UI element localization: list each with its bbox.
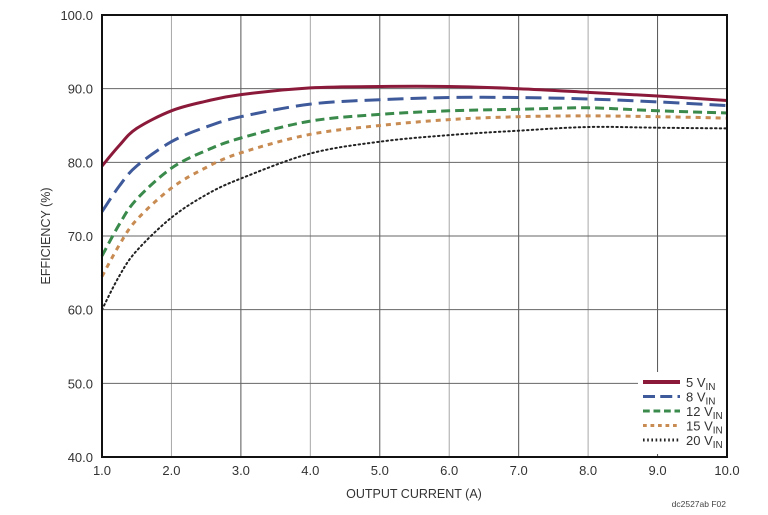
legend-label: 12 VIN bbox=[686, 404, 723, 422]
x-tick-label: 8.0 bbox=[579, 463, 597, 478]
series-line-15-vin bbox=[100, 114, 728, 278]
x-tick-label: 10.0 bbox=[714, 463, 739, 478]
y-tick-label: 60.0 bbox=[68, 303, 93, 318]
y-tick-label: 40.0 bbox=[68, 450, 93, 465]
legend-label: 8 VIN bbox=[686, 390, 716, 408]
x-tick-label: 6.0 bbox=[440, 463, 458, 478]
y-tick-label: 100.0 bbox=[60, 8, 93, 23]
y-axis-title: EFFICIENCY (%) bbox=[39, 188, 53, 285]
grid-lines bbox=[102, 15, 727, 457]
y-tick-label: 70.0 bbox=[68, 229, 93, 244]
series-line-8-vin bbox=[100, 95, 728, 213]
x-axis-title: OUTPUT CURRENT (A) bbox=[346, 487, 482, 501]
data-series bbox=[100, 84, 728, 311]
legend-label: 5 VIN bbox=[686, 375, 716, 393]
x-tick-label: 9.0 bbox=[649, 463, 667, 478]
x-axis-ticks: 1.0 2.0 3.0 4.0 5.0 6.0 7.0 8.0 9.0 10.0 bbox=[93, 463, 740, 478]
y-tick-label: 50.0 bbox=[68, 376, 93, 391]
y-axis-ticks: 40.0 50.0 60.0 70.0 80.0 90.0 100.0 bbox=[60, 8, 93, 465]
x-tick-label: 3.0 bbox=[232, 463, 250, 478]
series-line-12-vin bbox=[100, 106, 728, 257]
y-tick-label: 80.0 bbox=[68, 155, 93, 170]
x-tick-label: 7.0 bbox=[510, 463, 528, 478]
x-tick-label: 2.0 bbox=[162, 463, 180, 478]
x-tick-label: 1.0 bbox=[93, 463, 111, 478]
legend-label: 20 VIN bbox=[686, 433, 723, 451]
x-tick-label: 4.0 bbox=[301, 463, 319, 478]
figure-code: dc2527ab F02 bbox=[672, 499, 727, 509]
y-tick-label: 90.0 bbox=[68, 82, 93, 97]
series-line-5-vin bbox=[100, 84, 728, 167]
x-tick-label: 5.0 bbox=[371, 463, 389, 478]
legend-label: 15 VIN bbox=[686, 419, 723, 437]
series-line-20-vin bbox=[101, 125, 728, 311]
plot-frame bbox=[101, 14, 728, 458]
